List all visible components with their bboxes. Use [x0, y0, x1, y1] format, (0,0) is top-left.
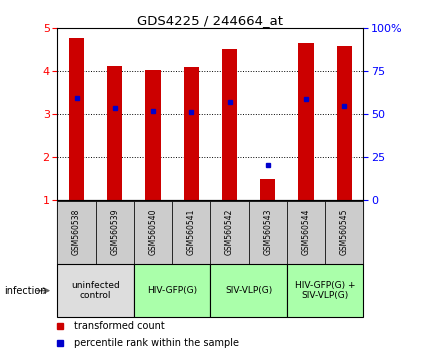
FancyBboxPatch shape [210, 264, 287, 317]
Text: infection: infection [4, 286, 47, 296]
Bar [298, 43, 314, 200]
Text: uninfected
control: uninfected control [71, 281, 120, 300]
Text: GSM560540: GSM560540 [148, 209, 158, 256]
Text: GSM560543: GSM560543 [263, 209, 272, 256]
FancyBboxPatch shape [287, 264, 363, 317]
Bar [145, 70, 161, 200]
Text: GSM560545: GSM560545 [340, 209, 349, 256]
Bar [222, 49, 237, 200]
Text: GSM560542: GSM560542 [225, 209, 234, 256]
Text: GSM560539: GSM560539 [110, 209, 119, 256]
Text: GSM560538: GSM560538 [72, 209, 81, 256]
FancyBboxPatch shape [57, 201, 363, 264]
FancyBboxPatch shape [172, 201, 210, 264]
Text: percentile rank within the sample: percentile rank within the sample [74, 338, 239, 348]
Bar [69, 38, 84, 200]
Bar [337, 46, 352, 200]
Text: HIV-GFP(G): HIV-GFP(G) [147, 286, 197, 295]
Text: GSM560544: GSM560544 [301, 209, 311, 256]
Text: SIV-VLP(G): SIV-VLP(G) [225, 286, 272, 295]
FancyBboxPatch shape [57, 201, 96, 264]
Text: GSM560541: GSM560541 [187, 209, 196, 256]
FancyBboxPatch shape [249, 201, 287, 264]
FancyBboxPatch shape [210, 201, 249, 264]
Text: transformed count: transformed count [74, 321, 165, 331]
Text: HIV-GFP(G) +
SIV-VLP(G): HIV-GFP(G) + SIV-VLP(G) [295, 281, 355, 300]
Title: GDS4225 / 244664_at: GDS4225 / 244664_at [137, 14, 283, 27]
FancyBboxPatch shape [325, 201, 363, 264]
Bar [107, 66, 122, 200]
FancyBboxPatch shape [96, 201, 134, 264]
FancyBboxPatch shape [134, 264, 210, 317]
FancyBboxPatch shape [287, 201, 325, 264]
Bar [184, 67, 199, 200]
FancyBboxPatch shape [57, 264, 134, 317]
FancyBboxPatch shape [134, 201, 172, 264]
Bar [260, 179, 275, 200]
